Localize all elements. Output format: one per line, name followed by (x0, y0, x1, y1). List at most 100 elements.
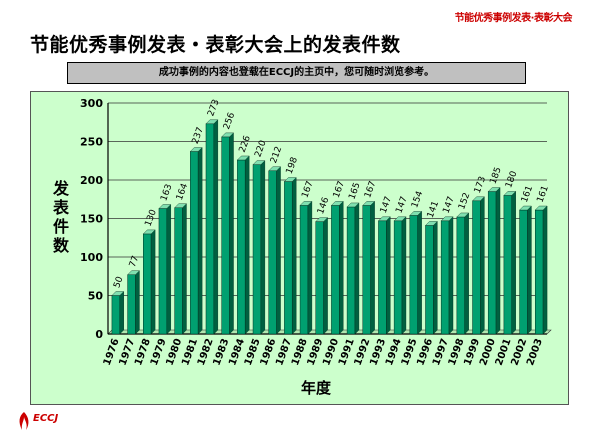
data-label: 147 (379, 195, 394, 215)
bar (158, 208, 168, 335)
bar-top (487, 187, 501, 192)
bar-top (252, 160, 266, 165)
bar-side (386, 216, 391, 335)
data-label: 212 (269, 145, 284, 165)
y-axis-title-char: 件 (53, 217, 69, 236)
bar-side (323, 217, 328, 335)
y-tick-label: 200 (80, 174, 103, 187)
bar (393, 220, 403, 335)
bar-side (401, 216, 407, 335)
header-tag: 节能优秀事例发表·表彰大会 (454, 13, 573, 24)
bar-top (330, 201, 344, 206)
data-label: 154 (410, 190, 425, 210)
bar-top (205, 119, 219, 124)
bar-side (495, 187, 501, 335)
bar-side (527, 205, 532, 335)
bar-side (276, 166, 281, 335)
bar-top (315, 217, 329, 222)
bar-top (519, 205, 532, 211)
data-label: 173 (473, 175, 488, 195)
bar (346, 206, 356, 335)
bar-chart: 0501001502002503005019767719771301978163… (52, 97, 552, 397)
logo-text: ECCJ (33, 413, 59, 424)
y-axis-title-char: 数 (53, 236, 70, 255)
bar-top (221, 132, 234, 138)
bar-top (534, 205, 548, 211)
bar (440, 220, 450, 335)
eccj-logo-icon (19, 412, 29, 430)
bar-side (135, 270, 140, 335)
bar (362, 205, 371, 335)
bar (534, 209, 544, 335)
bar (190, 151, 199, 335)
bar-top (127, 270, 140, 275)
data-label: 50 (112, 275, 125, 289)
bar (425, 225, 434, 335)
bar-top (158, 204, 172, 209)
bar-side (480, 196, 485, 335)
data-label: 167 (332, 180, 347, 200)
bar-top (142, 229, 156, 235)
data-label: 165 (347, 181, 362, 201)
bar-side (511, 190, 516, 335)
data-label: 167 (300, 180, 315, 200)
bar-top (174, 203, 187, 208)
data-label: 226 (238, 134, 253, 154)
data-label: 273 (206, 98, 221, 118)
bar (315, 221, 324, 335)
bar-side (182, 203, 187, 335)
bar-side (166, 204, 171, 335)
data-label: 77 (128, 255, 141, 269)
data-label: 198 (285, 156, 300, 176)
bar-top (409, 211, 423, 216)
data-label: 237 (191, 126, 206, 146)
bar (221, 136, 230, 335)
bar (237, 159, 246, 335)
bar-side (197, 147, 203, 335)
data-label: 146 (316, 196, 331, 216)
data-label: 147 (394, 195, 409, 215)
bar (472, 200, 481, 335)
bar (299, 205, 309, 335)
data-label: 180 (504, 170, 519, 190)
data-label: 130 (144, 208, 159, 228)
bar-top (503, 191, 517, 196)
page-title: 节能优秀事例发表・表彰大会上的发表件数 (30, 34, 401, 56)
bar-top (362, 201, 376, 206)
y-tick-label: 250 (80, 136, 103, 149)
y-tick-label: 300 (80, 97, 103, 110)
bar-top (299, 201, 313, 206)
data-label: 167 (363, 180, 378, 200)
bar-top (472, 196, 485, 201)
y-tick-label: 100 (80, 251, 103, 264)
bar-side (119, 291, 124, 335)
bar (331, 205, 340, 335)
data-label: 161 (536, 184, 551, 204)
bar (174, 207, 183, 335)
data-label: 164 (175, 182, 190, 202)
bar-top (346, 202, 360, 208)
bar (456, 216, 465, 335)
bar (252, 164, 262, 335)
y-axis-title-char: 表 (52, 198, 70, 217)
bar-side (260, 160, 266, 335)
data-label: 152 (457, 191, 472, 211)
bar (519, 209, 528, 335)
bar (284, 181, 293, 335)
bar-side (464, 212, 469, 335)
bar-top (283, 177, 297, 182)
data-label: 256 (222, 111, 237, 131)
bar-side (448, 216, 454, 335)
bar-top (440, 216, 454, 222)
bar-side (542, 205, 548, 335)
x-axis-title: 年度 (301, 379, 332, 397)
bar-top (111, 291, 125, 296)
bar (111, 295, 121, 335)
data-label: 185 (489, 166, 504, 186)
data-label: 161 (520, 184, 535, 204)
bar (487, 191, 497, 335)
data-label: 147 (442, 195, 457, 215)
bar-side (307, 200, 313, 335)
bar-side (339, 200, 344, 335)
chart-area: 0 50 100 150 200 250 300 50 1976 77 1977 130 1978 163… (30, 91, 569, 405)
